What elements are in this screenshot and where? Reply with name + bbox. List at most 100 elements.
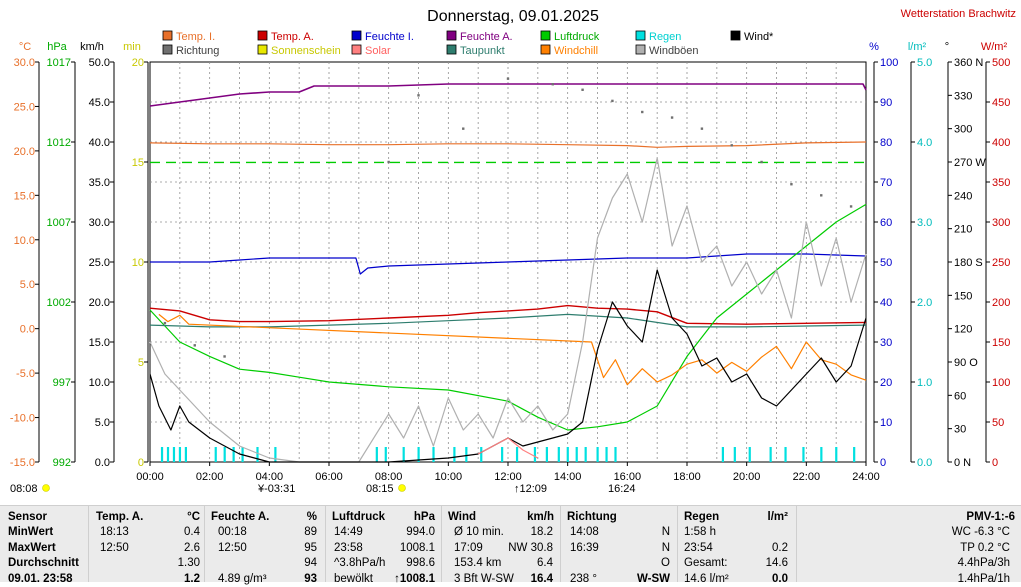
axis-tick-label: 1.0 xyxy=(917,377,932,389)
axis-unit: ° xyxy=(945,41,949,53)
sun-icon xyxy=(398,484,406,492)
direction-point xyxy=(820,194,823,197)
axis-tick-label: 50.0 xyxy=(89,57,110,69)
axis-tick-label: 3.0 xyxy=(917,217,932,229)
axis-tick-label: 4.0 xyxy=(917,137,932,149)
axis-tick-label: 10.0 xyxy=(14,235,35,247)
x-tick-label: 22:00 xyxy=(793,471,821,483)
direction-point xyxy=(581,88,584,91)
rain-bar xyxy=(596,447,599,462)
table-cell: Gesamt: xyxy=(684,557,728,569)
direction-point xyxy=(641,110,644,114)
legend-swatch-richtung xyxy=(162,44,173,55)
rain-bar xyxy=(453,447,456,462)
legend-swatch-temp_a xyxy=(257,30,268,41)
table-divider xyxy=(796,506,797,582)
rain-bar xyxy=(853,447,856,462)
legend-label-richtung: Richtung xyxy=(176,45,219,57)
legend-swatch-taupunkt xyxy=(446,44,457,55)
rain-bar xyxy=(575,447,578,462)
table-cell: Luftdruck xyxy=(332,511,386,523)
marker-sunrise: 08:15 xyxy=(366,483,394,495)
table-cell: MinWert xyxy=(8,526,54,538)
table-cell: 23:58 xyxy=(334,541,363,554)
rain-bar xyxy=(566,447,569,462)
series-line-windchill xyxy=(158,313,867,386)
axis-tick-label: 500 xyxy=(992,57,1010,69)
axis-tick-label: 30 xyxy=(880,337,892,349)
axis-unit: % xyxy=(869,41,879,53)
direction-point xyxy=(223,355,226,358)
axis-tick-label: 10 xyxy=(132,257,144,269)
table-cell: O xyxy=(661,557,670,569)
table-cell: 238 ° xyxy=(570,572,597,585)
direction-point xyxy=(760,160,763,164)
rain-bar xyxy=(835,447,838,462)
table-cell: 1008.1 xyxy=(399,541,435,554)
axis-tick-label: 5.0 xyxy=(95,417,110,429)
axis-tick-label: 45.0 xyxy=(89,97,110,109)
x-tick-label: 20:00 xyxy=(733,471,761,483)
axis-tick-label: 0 xyxy=(992,457,998,469)
axis-tick-label: 20 xyxy=(880,377,892,389)
rain-bar xyxy=(557,447,560,462)
rain-bar xyxy=(515,447,519,462)
table-cell: 1.4hPa/1h xyxy=(957,572,1010,585)
series-layer xyxy=(149,77,867,463)
table-cell: 0.0 xyxy=(772,572,788,585)
table-cell: 16:39 xyxy=(570,541,599,554)
table-cell: 6.4 xyxy=(537,557,553,569)
axis-tick-label: 0.0 xyxy=(95,457,110,469)
legend-swatch-luftdruck xyxy=(540,30,551,41)
table-divider xyxy=(325,506,326,582)
marker-moon: ↑12:09 xyxy=(514,483,547,495)
axis-tick-label: 25.0 xyxy=(14,101,35,113)
table-cell: 0.2 xyxy=(772,541,788,554)
table-cell: 12:50 xyxy=(100,541,129,554)
x-tick-label: 14:00 xyxy=(554,471,582,483)
axis-tick-label: 300 xyxy=(992,217,1010,229)
axis-tick-label: 100 xyxy=(880,57,898,69)
direction-point xyxy=(417,94,420,97)
axis-unit: l/m² xyxy=(908,41,927,53)
table-cell: 998.6 xyxy=(406,557,435,569)
rain-bar xyxy=(172,447,176,462)
rain-bar xyxy=(802,447,805,462)
table-cell: 1.30 xyxy=(177,557,200,569)
table-cell: Durchschnitt xyxy=(8,557,79,569)
legend-swatch-wind xyxy=(730,30,741,41)
axis-tick-label: 360 N xyxy=(954,57,983,69)
axis-tick-label: 0 xyxy=(138,457,144,469)
legend-swatch-feuchte_i xyxy=(351,30,362,41)
rain-bar xyxy=(465,447,468,462)
table-cell: 93 xyxy=(304,572,317,585)
direction-point xyxy=(506,77,510,80)
table-cell: 94 xyxy=(304,557,317,569)
axis-tick-label: 15 xyxy=(132,157,144,169)
rain-bar xyxy=(384,447,387,462)
table-cell: Feuchte A. xyxy=(211,511,270,523)
rain-bar xyxy=(375,447,378,462)
x-tick-label: 12:00 xyxy=(494,471,522,483)
axis-tick-label: 5.0 xyxy=(917,57,932,69)
series-line-feuchte_a xyxy=(149,83,867,107)
direction-point xyxy=(193,344,196,347)
rain-bar xyxy=(184,447,187,462)
legend-label-wind: Wind* xyxy=(744,31,774,43)
axis-tick-label: 50 xyxy=(992,417,1004,429)
rain-bars xyxy=(160,447,856,462)
legend-swatch-sonnenschein xyxy=(257,44,268,55)
table-cell: Wind xyxy=(448,511,476,523)
axis-tick-label: 450 xyxy=(992,97,1010,109)
legend-swatch-solar xyxy=(351,44,362,55)
table-cell: MaxWert xyxy=(8,541,56,554)
axis-tick-label: 10 xyxy=(880,417,892,429)
legend-label-windchill: Windchill xyxy=(554,45,598,57)
axis-tick-label: 992 xyxy=(53,457,71,469)
table-cell: 95 xyxy=(304,541,317,554)
axis-tick-label: 150 xyxy=(992,337,1010,349)
axis-tick-label: 15.0 xyxy=(14,190,35,202)
axis-tick-label: 40 xyxy=(880,297,892,309)
rain-bar xyxy=(223,447,226,462)
axis-unit: W/m² xyxy=(981,41,1008,53)
